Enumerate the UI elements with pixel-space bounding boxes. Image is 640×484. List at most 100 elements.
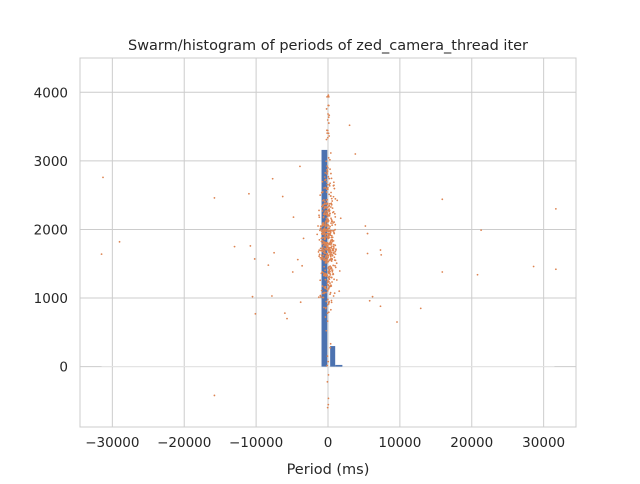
swarm-point — [324, 316, 327, 318]
swarm-point — [301, 264, 304, 267]
swarm-point — [333, 256, 336, 259]
swarm-point — [322, 228, 325, 231]
swarm-point — [318, 214, 320, 217]
swarm-point — [324, 171, 327, 174]
swarm-point — [326, 312, 329, 314]
swarm-point — [366, 232, 369, 235]
swarm-point — [329, 230, 332, 233]
swarm-point — [329, 291, 332, 294]
swarm-point — [330, 258, 332, 261]
swarm-point — [329, 253, 332, 256]
swarm-point — [331, 249, 334, 252]
swarm-point — [296, 258, 299, 261]
swarm-point — [326, 168, 328, 171]
swarm-point — [328, 246, 331, 249]
swarm-point — [326, 364, 329, 367]
x-tick-label: 10000 — [378, 435, 421, 451]
swarm-point — [321, 205, 323, 208]
swarm-point — [326, 244, 328, 246]
swarm-point — [333, 259, 336, 262]
swarm-point — [380, 253, 383, 256]
swarm-point — [327, 237, 330, 240]
swarm-point — [330, 229, 333, 232]
swarm-point — [329, 225, 331, 228]
swarm-point — [323, 265, 326, 268]
swarm-point — [319, 247, 322, 250]
swarm-point — [317, 251, 320, 253]
swarm-point — [320, 254, 323, 257]
swarm-point — [348, 124, 351, 127]
swarm-point — [333, 212, 336, 215]
swarm-point — [338, 290, 341, 293]
swarm-point — [334, 244, 337, 247]
swarm-point — [325, 191, 328, 193]
swarm-point — [327, 113, 329, 115]
swarm-point — [319, 228, 322, 230]
swarm-point — [333, 184, 335, 187]
y-tick-label: 4000 — [34, 85, 68, 101]
swarm-point — [335, 248, 337, 250]
swarm-point — [328, 300, 331, 303]
swarm-point — [320, 230, 323, 232]
swarm-point — [323, 203, 326, 206]
swarm-point — [324, 234, 327, 236]
swarm-point — [251, 295, 254, 298]
swarm-point — [327, 220, 329, 223]
swarm-point — [330, 276, 332, 279]
swarm-point — [332, 243, 335, 246]
swarm-point — [325, 300, 328, 303]
swarm-point — [323, 291, 326, 294]
swarm-point — [326, 280, 329, 283]
swarm-point — [330, 203, 333, 206]
swarm-point — [316, 233, 319, 236]
swarm-point — [329, 251, 332, 253]
x-tick-label: −10000 — [229, 435, 283, 451]
swarm-point — [323, 200, 326, 203]
swarm-point — [326, 119, 329, 121]
swarm-point — [323, 187, 325, 189]
swarm-point — [323, 238, 326, 241]
swarm-point — [379, 249, 382, 251]
swarm-point — [273, 251, 275, 254]
swarm-point — [326, 228, 329, 231]
swarm-point — [324, 242, 326, 245]
swarm-point — [323, 306, 325, 309]
swarm-point — [338, 270, 341, 272]
swarm-point — [324, 269, 327, 272]
swarm-point — [333, 252, 335, 255]
swarm-point — [332, 181, 335, 184]
swarm-point — [480, 229, 483, 232]
swarm-point — [327, 175, 330, 178]
swarm-point — [327, 284, 330, 287]
swarm-point — [286, 317, 288, 320]
y-tick-label: 0 — [59, 360, 68, 376]
swarm-point — [334, 264, 336, 267]
swarm-point — [324, 210, 327, 213]
swarm-point — [327, 224, 330, 227]
swarm-point — [327, 287, 330, 289]
swarm-point — [321, 225, 323, 227]
swarm-point — [327, 230, 330, 233]
swarm-point — [329, 293, 331, 296]
x-tick-label: −30000 — [85, 435, 139, 451]
swarm-point — [328, 202, 331, 205]
swarm-point — [321, 229, 324, 232]
swarm-point — [327, 186, 329, 189]
swarm-point — [327, 267, 330, 269]
swarm-point — [334, 250, 337, 253]
swarm-point — [323, 176, 326, 178]
swarm-point — [329, 308, 332, 311]
x-axis-ticks: −30000 −20000 −10000 0 10000 20000 30000 — [85, 435, 565, 451]
swarm-point — [328, 213, 331, 215]
swarm-point — [317, 296, 320, 299]
swarm-point — [271, 177, 274, 180]
swarm-point — [271, 295, 273, 297]
swarm-point — [324, 186, 327, 189]
swarm-point — [326, 298, 329, 301]
swarm-point — [330, 191, 332, 194]
swarm-point — [323, 213, 326, 216]
swarm-point — [328, 158, 331, 161]
swarm-point — [364, 225, 367, 227]
histogram-bar — [330, 346, 336, 367]
